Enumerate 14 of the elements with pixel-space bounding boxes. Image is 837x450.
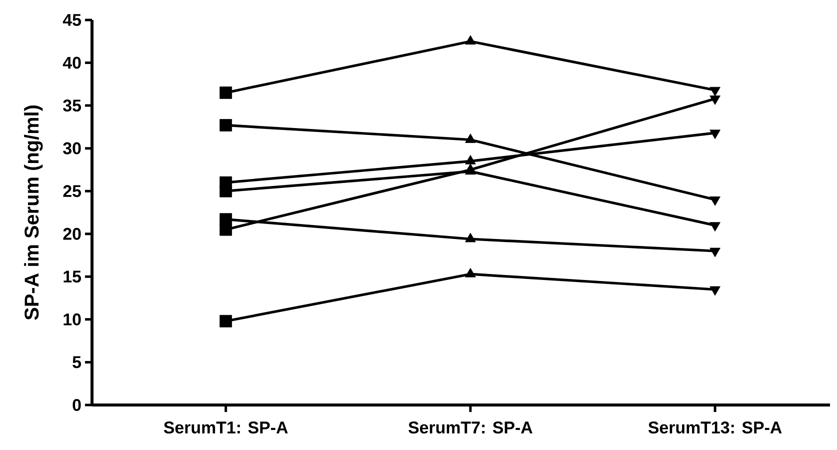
y-tick-label: 5 [72, 356, 82, 368]
y-tick-label: 25 [63, 185, 82, 198]
y-tick-label: 35 [63, 100, 82, 112]
y-axis-title: SP-A im Serum (ng/ml) [24, 106, 43, 320]
y-tick-label: 20 [63, 228, 81, 240]
x-tick-label: SerumT1: SP-A [164, 422, 288, 434]
y-tick-label: 15 [64, 270, 82, 283]
x-tick-label: SerumT13: SP-A [648, 422, 782, 434]
y-tick-label: 0 [72, 398, 81, 411]
x-tick-label: SerumT7: SP-A [408, 422, 532, 434]
y-tick-label: 10 [64, 313, 81, 326]
y-tick-label: 40 [62, 56, 81, 69]
y-tick-label: 45 [62, 14, 82, 26]
y-tick-label: 30 [63, 142, 81, 154]
